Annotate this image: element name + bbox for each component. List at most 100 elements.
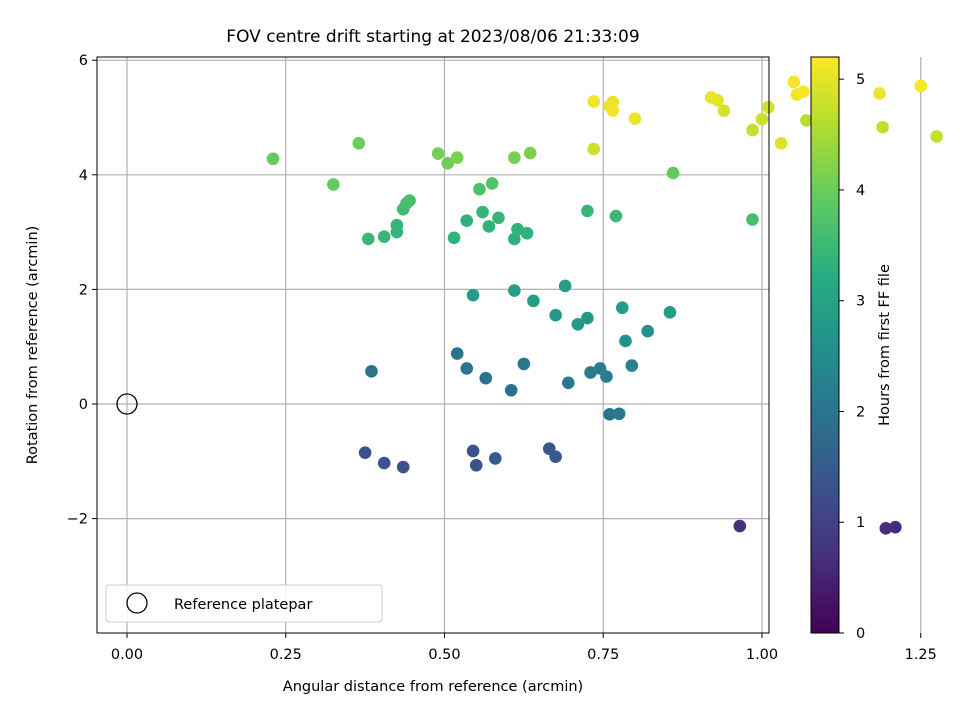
- colorbar-ticks: 0 1 2 3 4 5: [839, 72, 865, 642]
- colorbar-tick-label: 3: [856, 294, 865, 310]
- scatter-point: [549, 450, 562, 464]
- colorbar-tick-label: 1: [856, 515, 865, 531]
- colorbar-tick-label: 0: [856, 626, 865, 642]
- scatter-point: [549, 308, 562, 322]
- y-tick-label: 6: [79, 53, 88, 69]
- scatter-point: [520, 226, 534, 240]
- scatter-point: [717, 104, 731, 117]
- scatter-point: [587, 142, 601, 156]
- y-tick-label: −2: [67, 512, 88, 528]
- scatter-point: [562, 376, 575, 390]
- scatter-point: [485, 177, 499, 190]
- scatter-point: [787, 75, 801, 89]
- scatter-point: [504, 383, 518, 397]
- scatter-point: [581, 311, 594, 325]
- scatter-point: [492, 211, 505, 225]
- colorbar-label: Hours from first FF file: [877, 264, 893, 426]
- scatter-point: [517, 357, 531, 371]
- scatter-point: [431, 147, 445, 160]
- scatter-point: [914, 79, 928, 93]
- scatter-point: [476, 205, 489, 219]
- scatter-point: [450, 151, 464, 164]
- x-tick-label: 0.25: [270, 647, 302, 663]
- scatter-point: [508, 284, 521, 297]
- scatter-point: [396, 460, 410, 474]
- scatter-point: [641, 324, 654, 338]
- plot-frame: [96, 56, 770, 634]
- x-tick-label: 0.50: [428, 647, 460, 663]
- scatter-point: [327, 178, 340, 191]
- scatter-point: [511, 222, 524, 236]
- x-axis-ticks: 0.000.250.500.751.001.251.501.752.00: [111, 633, 937, 663]
- y-axis-ticks: −2 0 2 4 6: [67, 53, 97, 528]
- scatter-point: [619, 334, 632, 348]
- y-axis-label: Rotation from reference (arcmin): [25, 226, 41, 465]
- x-tick-label: 1.00: [746, 647, 778, 663]
- scatter-point: [755, 112, 769, 126]
- scatter-point: [774, 136, 788, 150]
- colorbar-tick-label: 5: [856, 72, 865, 88]
- scatter-point: [460, 362, 474, 375]
- scatter-point: [482, 220, 496, 233]
- scatter-point: [603, 408, 616, 421]
- colorbar-tick-label: 2: [856, 404, 865, 420]
- scatter-point: [352, 136, 366, 150]
- scatter-point: [558, 279, 572, 293]
- scatter-point: [362, 232, 375, 246]
- scatter-point: [365, 365, 378, 378]
- scatter-point: [508, 151, 521, 164]
- scatter-point: [489, 452, 502, 465]
- scatter-point: [663, 306, 677, 319]
- x-tick-label: 0.75: [587, 647, 619, 663]
- colorbar-tick-label: 4: [856, 183, 865, 199]
- scatter-point: [266, 152, 280, 166]
- scatter-point: [469, 459, 483, 472]
- scatter-point: [508, 232, 521, 246]
- scatter-point: [466, 444, 480, 458]
- scatter-point: [587, 95, 601, 108]
- x-axis-label: Angular distance from reference (arcmin): [283, 679, 583, 695]
- scatter-point: [571, 318, 585, 331]
- scatter-point: [609, 209, 623, 223]
- scatter-point: [876, 120, 889, 134]
- scatter-point: [473, 182, 486, 196]
- scatter-point: [527, 294, 540, 308]
- y-tick-label: 4: [79, 168, 88, 184]
- scatter-point: [879, 522, 893, 535]
- colorbar-gradient: [810, 56, 840, 634]
- scatter-point: [606, 104, 620, 117]
- scatter-point: [612, 407, 626, 421]
- x-tick-label: 0.00: [111, 647, 143, 663]
- scatter-point: [441, 157, 454, 170]
- scatter-point: [466, 288, 480, 302]
- scatter-point: [873, 87, 886, 100]
- chart-title: FOV centre drift starting at 2023/08/06 …: [226, 27, 639, 47]
- reference-marker: [116, 393, 138, 415]
- scatter-point: [616, 301, 629, 315]
- data-points: [266, 75, 943, 535]
- scatter-point: [796, 85, 810, 99]
- legend-box: [105, 584, 383, 623]
- colorbar: 0 1 2 3 4 5 Hours from first FF file: [810, 56, 893, 642]
- scatter-point: [800, 114, 813, 127]
- scatter-point: [479, 371, 493, 385]
- y-tick-label: 0: [79, 397, 88, 413]
- scatter-point: [625, 359, 639, 372]
- scatter-point: [460, 214, 474, 227]
- scatter-point: [600, 370, 613, 383]
- scatter-point: [930, 130, 943, 143]
- scatter-point: [666, 166, 680, 180]
- scatter-point: [746, 123, 759, 137]
- scatter-point: [447, 231, 461, 245]
- scatter-point: [581, 204, 594, 218]
- legend: Reference platepar: [105, 584, 383, 623]
- legend-entry-label: Reference platepar: [174, 597, 312, 613]
- scatter-point: [584, 366, 597, 379]
- scatter-point: [628, 112, 642, 125]
- scatter-point: [746, 213, 759, 226]
- legend-marker-icon: [126, 592, 148, 614]
- scatter-point: [889, 520, 902, 534]
- scatter-point: [523, 146, 537, 160]
- scatter-point: [450, 347, 464, 360]
